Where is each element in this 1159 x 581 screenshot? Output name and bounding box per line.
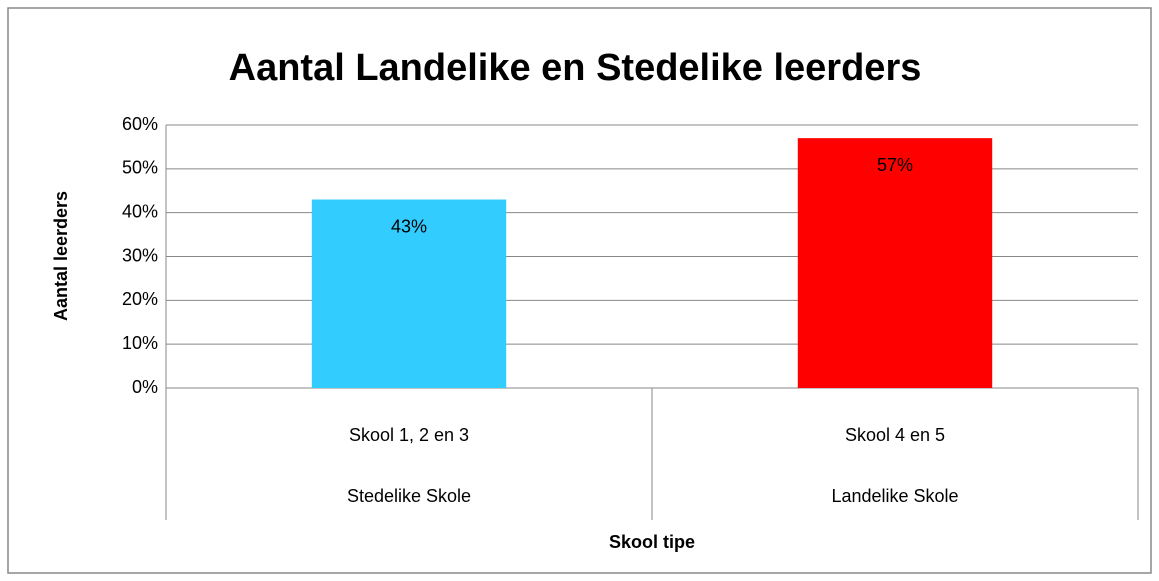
y-tick-label: 30% bbox=[122, 245, 158, 265]
data-label: 43% bbox=[391, 216, 427, 236]
data-label: 57% bbox=[877, 155, 913, 175]
y-tick-label: 50% bbox=[122, 158, 158, 178]
x-axis-title: Skool tipe bbox=[609, 532, 695, 552]
x-tick-label: Skool 4 en 5 bbox=[845, 425, 945, 445]
y-tick-label: 40% bbox=[122, 201, 158, 221]
x-group-label: Stedelike Skole bbox=[347, 486, 471, 506]
y-tick-label: 10% bbox=[122, 333, 158, 353]
bar bbox=[797, 138, 993, 388]
y-tick-label: 0% bbox=[132, 377, 158, 397]
bar bbox=[311, 199, 507, 388]
y-axis-title: Aantal leerders bbox=[51, 191, 71, 321]
y-tick-label: 60% bbox=[122, 114, 158, 134]
y-tick-label: 20% bbox=[122, 289, 158, 309]
chart-title: Aantal Landelike en Stedelike leerders bbox=[229, 47, 922, 89]
x-tick-label: Skool 1, 2 en 3 bbox=[349, 425, 469, 445]
x-group-label: Landelike Skole bbox=[831, 486, 958, 506]
